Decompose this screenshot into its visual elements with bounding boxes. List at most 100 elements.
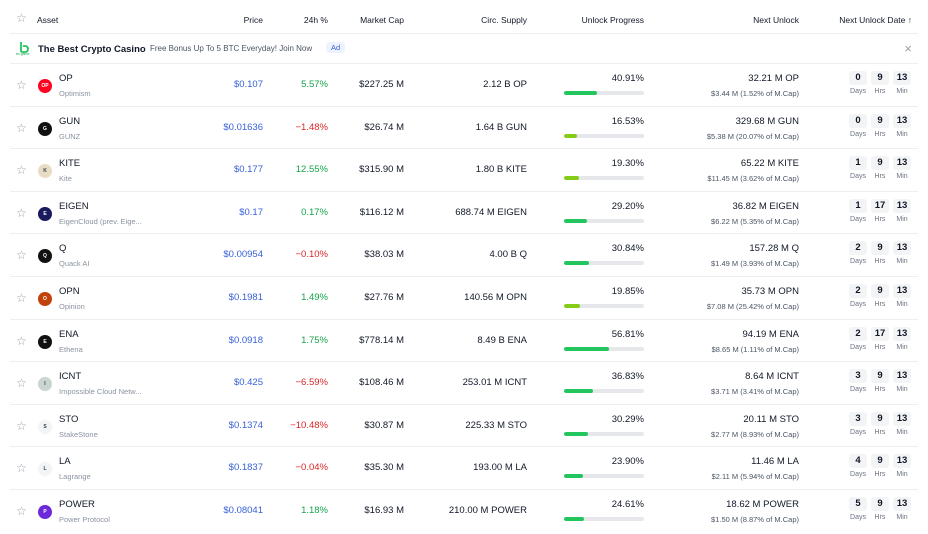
token-symbol[interactable]: GUN [59, 115, 81, 127]
star-icon[interactable]: ☆ [16, 163, 27, 178]
token-symbol[interactable]: POWER [59, 498, 95, 510]
countdown-hours: 9 Hrs [871, 496, 889, 521]
table-header: ☆ Asset Price 24h % Market Cap Circ. Sup… [10, 0, 918, 34]
col-market-cap[interactable]: Market Cap [360, 15, 404, 25]
col-next-unlock[interactable]: Next Unlock [753, 15, 799, 25]
table-body: ☆ OP OP Optimism $0.107 5.57% $227.25 M 2.12 B … [10, 64, 918, 533]
star-icon[interactable]: ☆ [16, 205, 27, 220]
unlock-progress-pct: 30.29% [611, 413, 644, 425]
next-unlock-amount: 20.11 M STO [743, 413, 799, 425]
table-row[interactable]: ☆ P POWER Power Protocol $0.08041 1.18% $16.93… [10, 490, 918, 533]
countdown-minutes: 13 Min [893, 198, 911, 223]
star-icon[interactable]: ☆ [16, 503, 27, 518]
market-cap: $16.93 M [364, 504, 404, 516]
countdown-minutes: 13 Min [893, 369, 911, 393]
star-icon[interactable]: ☆ [16, 333, 27, 348]
unlock-progress-fill [564, 431, 589, 436]
circ-supply: 688.74 M EIGEN [455, 206, 527, 218]
table-row[interactable]: ☆ E ENA Ethena $0.0918 1.75% $778.14 M 8.49 B E… [10, 320, 918, 363]
next-unlock-amount: 65.22 M KITE [740, 158, 799, 170]
token-name: Power Protocol [59, 514, 110, 524]
price-change: 12.55% [295, 164, 328, 176]
unlock-progress-bar [564, 389, 644, 394]
col-progress[interactable]: Unlock Progress [581, 15, 644, 25]
unlock-progress-bar [564, 261, 644, 266]
circ-supply: 4.00 B Q [489, 249, 528, 261]
token-price: $0.107 [233, 79, 263, 90]
countdown-hours: 17 Hrs [871, 326, 889, 351]
token-symbol[interactable]: KITE [59, 158, 81, 170]
token-symbol[interactable]: EIGEN [59, 200, 89, 212]
ad-banner[interactable]: bc.game The Best Crypto Casino Free Bonu… [10, 34, 918, 64]
star-icon[interactable]: ☆ [16, 120, 27, 135]
star-icon[interactable]: ☆ [16, 248, 27, 263]
unlock-progress-pct: 36.83% [611, 371, 644, 383]
unlock-progress-bar [564, 303, 644, 308]
token-name: GUNZ [59, 131, 81, 141]
table-row[interactable]: ☆ E EIGEN EigenCloud (prev. Eige... $0.17 0.1… [10, 192, 918, 235]
token-symbol[interactable]: LA [59, 456, 71, 468]
token-name: Ethena [59, 344, 83, 354]
price-change: −0.04% [295, 462, 329, 474]
token-logo-icon: K [38, 164, 52, 179]
market-cap: $108.46 M [359, 377, 404, 389]
table-row[interactable]: ☆ I ICNT Impossible Cloud Netw... $0.425 −6.5… [10, 362, 918, 405]
table-row[interactable]: ☆ O OPN Opinion $0.1981 1.49% $27.76 M 140.56 M… [10, 277, 918, 320]
table-row[interactable]: ☆ Q Q Quack AI $0.00954 −0.10% $38.03 M 4.00 B … [10, 234, 918, 277]
circ-supply: 8.49 B ENA [477, 334, 527, 346]
bc-game-caption: bc.game [16, 52, 30, 56]
countdown-minutes: 13 Min [893, 454, 911, 478]
star-icon[interactable]: ☆ [16, 376, 27, 391]
next-unlock-value: $11.45 M (3.62% of M.Cap) [707, 174, 799, 184]
token-symbol[interactable]: ENA [59, 328, 79, 340]
col-change[interactable]: 24h % [303, 15, 328, 25]
next-unlock-amount: 11.46 M LA [751, 456, 799, 468]
unlock-progress-bar [564, 91, 644, 95]
countdown-hours: 9 Hrs [871, 156, 889, 180]
token-price: $0.425 [233, 377, 263, 389]
table-row[interactable]: ☆ S STO StakeStone $0.1374 −10.48% $30.87 M 225… [10, 405, 918, 448]
countdown-hours: 9 Hrs [871, 454, 889, 478]
next-unlock-value: $5.38 M (20.07% of M.Cap) [706, 131, 799, 141]
price-change: −6.59% [295, 377, 329, 389]
token-symbol[interactable]: OPN [59, 285, 80, 297]
table-row[interactable]: ☆ OP OP Optimism $0.107 5.57% $227.25 M 2.12 B … [10, 64, 918, 107]
ad-title[interactable]: The Best Crypto Casino [38, 44, 146, 55]
unlock-progress-fill [564, 176, 580, 181]
market-cap: $315.90 M [359, 164, 404, 176]
unlock-progress-bar [564, 176, 644, 181]
token-price: $0.177 [233, 164, 263, 176]
unlock-progress-bar [564, 431, 644, 436]
token-logo-icon: O [38, 291, 52, 306]
next-unlock-value: $6.22 M (5.35% of M.Cap) [711, 216, 799, 226]
token-price: $0.17 [239, 206, 263, 218]
circ-supply: 193.00 M LA [473, 462, 527, 474]
unlock-progress-bar [564, 474, 644, 479]
col-asset[interactable]: Asset [37, 15, 59, 25]
table-row[interactable]: ☆ K KITE Kite $0.177 12.55% $315.90 M 1.80 B KI… [10, 149, 918, 192]
star-icon[interactable]: ☆ [16, 290, 27, 305]
token-symbol[interactable]: STO [59, 413, 79, 425]
table-row[interactable]: ☆ L LA Lagrange $0.1837 −0.04% $35.30 M 193.00 … [10, 447, 918, 490]
ad-tagline[interactable]: Free Bonus Up To 5 BTC Everyday! Join No… [150, 44, 313, 53]
token-logo-icon: S [38, 419, 52, 434]
close-icon[interactable]: × [904, 41, 912, 56]
token-symbol[interactable]: OP [59, 73, 73, 84]
star-icon[interactable]: ☆ [16, 11, 27, 25]
star-icon[interactable]: ☆ [16, 78, 27, 92]
unlock-progress-bar [564, 218, 644, 223]
countdown-hours: 9 Hrs [871, 71, 889, 95]
star-icon[interactable]: ☆ [16, 418, 27, 433]
next-unlock-value: $2.77 M (8.93% of M.Cap) [711, 429, 799, 439]
col-next-date[interactable]: Next Unlock Date ↑ [839, 15, 912, 25]
col-supply[interactable]: Circ. Supply [481, 15, 527, 25]
circ-supply: 1.80 B KITE [475, 164, 527, 176]
table-row[interactable]: ☆ G GUN GUNZ $0.01636 −1.48% $26.74 M 1.64 B GU… [10, 107, 918, 150]
token-symbol[interactable]: Q [59, 243, 67, 255]
star-icon[interactable]: ☆ [16, 461, 27, 476]
countdown-minutes: 13 Min [893, 156, 911, 180]
token-logo-icon: OP [38, 79, 52, 93]
token-symbol[interactable]: ICNT [59, 371, 82, 383]
circ-supply: 225.33 M STO [465, 419, 527, 431]
col-price[interactable]: Price [243, 15, 263, 25]
